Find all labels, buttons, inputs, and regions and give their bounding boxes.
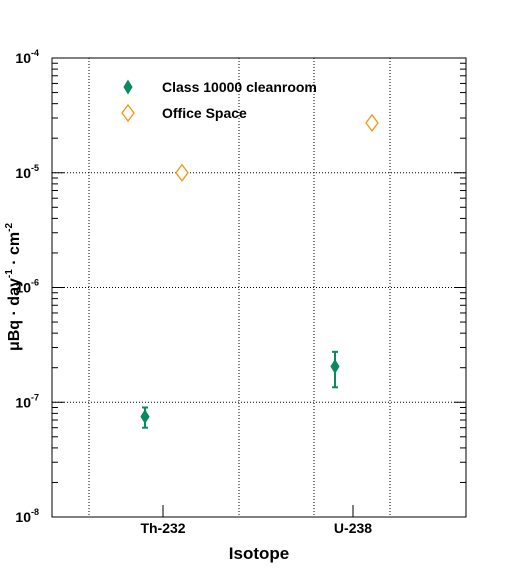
x-grid [88,58,391,517]
y-tick-exp: -8 [31,507,39,517]
y-tick-base: 10 [15,280,31,296]
y-axis-title-part: -2 [4,223,15,232]
y-tick-exp: -5 [31,163,39,173]
x-axis-title: Isotope [229,544,289,563]
legend-marker [121,103,135,123]
x-tick-label: Th-232 [140,520,185,536]
y-tick-exp: -4 [31,48,39,58]
point [175,163,189,182]
x-tick-label: U-238 [334,520,372,536]
y-tick-label: 10-5 [15,163,39,181]
point [140,409,150,425]
y-tick-base: 10 [15,509,31,525]
point [365,113,379,132]
y-tick-label: 10-8 [15,507,39,525]
legend-marker [123,79,133,95]
y-tick-base: 10 [15,50,31,66]
y-tick-label: 10-6 [15,278,39,296]
y-tick-base: 10 [15,394,31,410]
y-tick-base: 10 [15,165,31,181]
y-axis-title-part: · cm [6,232,23,269]
y-axis-title: μBq · day-1 · cm-2 [4,223,23,351]
point [330,359,340,374]
legend-label: Class 10000 cleanroom [162,79,317,95]
y-tick-exp: -7 [31,392,39,402]
y-tick-exp: -6 [31,278,39,288]
y-axis-title-part: -1 [4,269,15,278]
y-axis-title-part: μBq · day [6,278,23,351]
legend-label: Office Space [162,105,247,121]
y-tick-label: 10-4 [15,48,39,66]
y-tick-label: 10-7 [15,392,39,410]
